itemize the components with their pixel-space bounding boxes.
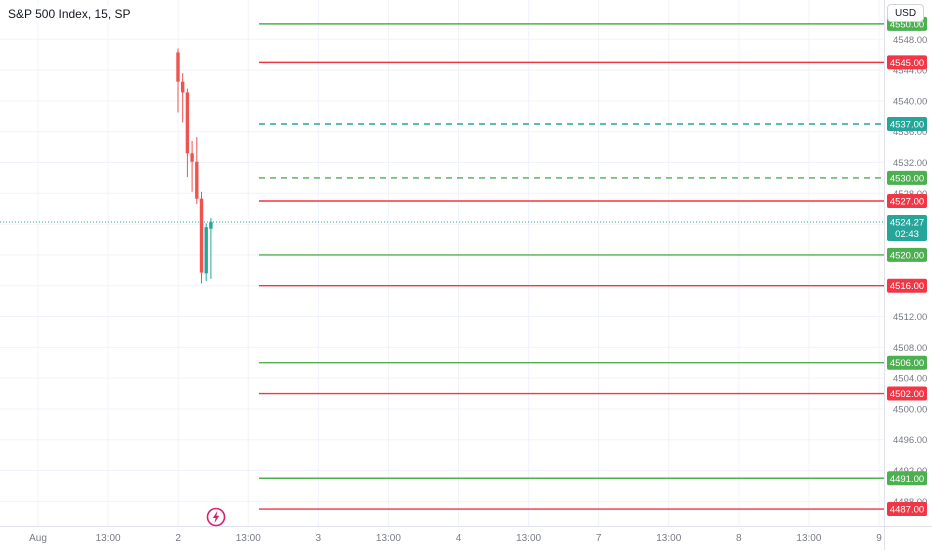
candle-body <box>195 161 199 199</box>
x-tick-label: 7 <box>596 533 602 544</box>
y-tick-label: 4540.00 <box>893 96 927 107</box>
badge-label: 4520.00 <box>890 250 924 261</box>
y-tick-label: 4544.00 <box>893 66 927 77</box>
x-tick-label: 13:00 <box>96 533 121 544</box>
x-tick-label: 4 <box>456 533 462 544</box>
x-tick-label: 9 <box>876 533 882 544</box>
price-levels <box>259 23 884 510</box>
price-badge-4506.00: 4506.00 <box>887 355 927 370</box>
price-badge-4545.00: 4545.00 <box>887 55 927 70</box>
badge-bg <box>887 502 927 517</box>
x-tick-label: 3 <box>316 533 322 544</box>
price-badge-4530.00: 4530.00 <box>887 170 927 185</box>
badge-label: 4491.00 <box>890 474 924 485</box>
x-tick-label: 13:00 <box>516 533 541 544</box>
x-tick-label: Aug <box>29 533 47 544</box>
y-tick-label: 4496.00 <box>893 435 927 446</box>
y-tick-label: 4512.00 <box>893 312 927 323</box>
badge-bg <box>887 471 927 486</box>
badge-label: 4502.00 <box>890 389 924 400</box>
current-price-label: 4524.27 <box>890 218 924 229</box>
badge-bg <box>887 278 927 293</box>
badge-label: 4550.00 <box>890 19 924 30</box>
badge-bg <box>887 215 927 242</box>
candle <box>190 140 194 192</box>
candle-body <box>209 221 213 229</box>
y-tick-label: 4508.00 <box>893 343 927 354</box>
candle <box>185 88 190 178</box>
y-tick-label: 4500.00 <box>893 404 927 415</box>
badge-label: 4487.00 <box>890 505 924 516</box>
x-tick-label: 13:00 <box>376 533 401 544</box>
lightning-icon[interactable] <box>206 507 226 527</box>
candle <box>181 73 185 123</box>
candle-body <box>185 92 190 154</box>
x-tick-label: 13:00 <box>656 533 681 544</box>
badge-bg <box>887 55 927 70</box>
badge-bg <box>887 170 927 185</box>
badge-label: 4537.00 <box>890 119 924 130</box>
x-tick-label: 2 <box>175 533 181 544</box>
badge-bg <box>887 194 927 209</box>
currency-button[interactable]: USD <box>887 4 924 22</box>
candles <box>176 48 213 284</box>
candle-body <box>199 198 204 273</box>
candle <box>209 217 213 279</box>
candle-body <box>190 153 194 162</box>
candle-body <box>181 81 185 93</box>
badge-bg <box>887 247 927 262</box>
candle <box>204 223 208 282</box>
badge-label: 4530.00 <box>890 173 924 184</box>
badge-bg <box>887 386 927 401</box>
candle <box>176 48 180 113</box>
price-badge-4487.00: 4487.00 <box>887 502 927 517</box>
x-tick-label: 13:00 <box>796 533 821 544</box>
badge-bg <box>887 355 927 370</box>
x-tick-label: 13:00 <box>236 533 261 544</box>
price-badges: 4550.00 4545.00 4537.00 4530.00 4527.00 4520.… <box>887 16 927 517</box>
y-tick-label: 4548.00 <box>893 35 927 46</box>
badge-bg <box>887 116 927 131</box>
y-tick-label: 4504.00 <box>893 374 927 385</box>
price-badge-4520.00: 4520.00 <box>887 247 927 262</box>
price-badge-4537.00: 4537.00 <box>887 116 927 131</box>
badge-label: 4527.00 <box>890 197 924 208</box>
y-tick-label: 4532.00 <box>893 158 927 169</box>
candle-body <box>176 52 180 82</box>
badge-label: 4516.00 <box>890 281 924 292</box>
candle-body <box>204 227 208 274</box>
candle <box>199 191 204 284</box>
badge-label: 4506.00 <box>890 358 924 369</box>
x-tick-label: 8 <box>736 533 742 544</box>
y-tick-label: 4536.00 <box>893 127 927 138</box>
chart-title: S&P 500 Index, 15, SP <box>6 6 133 22</box>
price-badge-4527.00: 4527.00 <box>887 194 927 209</box>
grid <box>0 0 884 526</box>
price-badge-4516.00: 4516.00 <box>887 278 927 293</box>
badge-label: 4545.00 <box>890 58 924 69</box>
price-badge-4502.00: 4502.00 <box>887 386 927 401</box>
countdown-label: 02:43 <box>895 229 919 240</box>
candle <box>195 137 199 205</box>
price-badge-4491.00: 4491.00 <box>887 471 927 486</box>
